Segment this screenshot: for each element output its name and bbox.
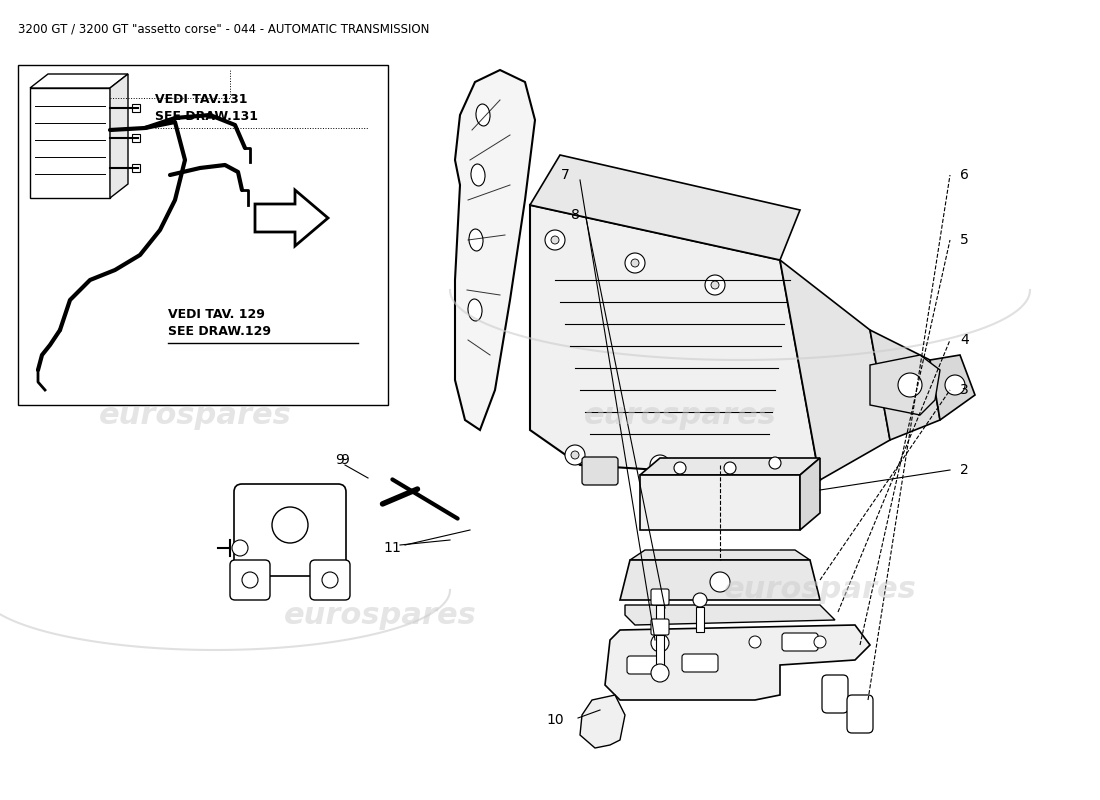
Circle shape bbox=[571, 451, 579, 459]
Polygon shape bbox=[255, 190, 328, 246]
Polygon shape bbox=[620, 560, 820, 600]
Polygon shape bbox=[780, 260, 890, 480]
Bar bbox=[18, 65, 388, 405]
Polygon shape bbox=[870, 330, 940, 440]
FancyBboxPatch shape bbox=[847, 695, 873, 733]
Text: 5: 5 bbox=[960, 233, 969, 247]
Circle shape bbox=[242, 572, 258, 588]
FancyBboxPatch shape bbox=[651, 619, 669, 635]
FancyBboxPatch shape bbox=[732, 467, 768, 495]
Circle shape bbox=[814, 636, 826, 648]
Text: 3200 GT / 3200 GT "assetto corse" - 044 - AUTOMATIC TRANSMISSION: 3200 GT / 3200 GT "assetto corse" - 044 … bbox=[18, 22, 429, 35]
Polygon shape bbox=[625, 605, 835, 625]
Ellipse shape bbox=[476, 104, 490, 126]
Polygon shape bbox=[640, 458, 820, 475]
Circle shape bbox=[656, 461, 664, 469]
Circle shape bbox=[232, 540, 248, 556]
Text: 6: 6 bbox=[960, 168, 969, 182]
Circle shape bbox=[650, 455, 670, 475]
Circle shape bbox=[945, 375, 965, 395]
FancyBboxPatch shape bbox=[230, 560, 270, 600]
Polygon shape bbox=[930, 355, 975, 420]
FancyBboxPatch shape bbox=[582, 457, 618, 485]
Circle shape bbox=[551, 236, 559, 244]
Circle shape bbox=[651, 634, 669, 652]
Text: VEDI TAV. 129: VEDI TAV. 129 bbox=[168, 308, 265, 321]
Bar bbox=[656, 635, 664, 670]
Bar bbox=[656, 605, 664, 640]
Circle shape bbox=[705, 275, 725, 295]
Ellipse shape bbox=[471, 164, 485, 186]
Text: eurospares: eurospares bbox=[584, 401, 777, 430]
Circle shape bbox=[272, 507, 308, 543]
Text: 1: 1 bbox=[392, 541, 400, 555]
Text: eurospares: eurospares bbox=[724, 575, 916, 605]
Text: 7: 7 bbox=[561, 168, 570, 182]
Text: 10: 10 bbox=[547, 713, 564, 727]
Text: 1: 1 bbox=[384, 541, 393, 555]
FancyBboxPatch shape bbox=[662, 464, 698, 492]
Text: 8: 8 bbox=[571, 208, 580, 222]
FancyBboxPatch shape bbox=[234, 484, 346, 576]
Circle shape bbox=[898, 373, 922, 397]
Circle shape bbox=[749, 636, 761, 648]
FancyBboxPatch shape bbox=[627, 656, 663, 674]
Text: 3: 3 bbox=[960, 383, 969, 397]
Circle shape bbox=[724, 462, 736, 474]
Text: SEE DRAW.131: SEE DRAW.131 bbox=[155, 110, 258, 123]
Circle shape bbox=[711, 281, 719, 289]
Text: 4: 4 bbox=[960, 333, 969, 347]
Polygon shape bbox=[530, 205, 820, 480]
Polygon shape bbox=[30, 74, 128, 88]
Circle shape bbox=[631, 259, 639, 267]
Bar bbox=[132, 164, 140, 172]
Circle shape bbox=[625, 253, 645, 273]
Circle shape bbox=[651, 664, 669, 682]
Bar bbox=[132, 104, 140, 112]
FancyBboxPatch shape bbox=[310, 560, 350, 600]
Circle shape bbox=[565, 445, 585, 465]
Bar bbox=[30, 88, 110, 198]
Polygon shape bbox=[640, 475, 800, 530]
Polygon shape bbox=[630, 550, 810, 560]
Bar bbox=[132, 134, 140, 142]
Polygon shape bbox=[455, 70, 535, 430]
Text: VEDI TAV.131: VEDI TAV.131 bbox=[155, 93, 248, 106]
Polygon shape bbox=[800, 458, 820, 530]
Text: 2: 2 bbox=[960, 463, 969, 477]
Text: 9: 9 bbox=[341, 453, 350, 467]
Circle shape bbox=[322, 572, 338, 588]
Text: 9: 9 bbox=[336, 453, 344, 467]
Circle shape bbox=[710, 572, 730, 592]
Ellipse shape bbox=[468, 299, 482, 321]
Polygon shape bbox=[580, 695, 625, 748]
Ellipse shape bbox=[469, 229, 483, 251]
FancyBboxPatch shape bbox=[651, 589, 669, 605]
Polygon shape bbox=[870, 355, 940, 415]
Text: eurospares: eurospares bbox=[284, 601, 476, 630]
Circle shape bbox=[693, 593, 707, 607]
Text: eurospares: eurospares bbox=[99, 401, 292, 430]
FancyBboxPatch shape bbox=[682, 654, 718, 672]
Polygon shape bbox=[605, 625, 870, 700]
Polygon shape bbox=[530, 155, 800, 260]
Circle shape bbox=[769, 457, 781, 469]
Polygon shape bbox=[110, 74, 128, 198]
Text: SEE DRAW.129: SEE DRAW.129 bbox=[168, 325, 271, 338]
FancyBboxPatch shape bbox=[822, 675, 848, 713]
Circle shape bbox=[544, 230, 565, 250]
FancyBboxPatch shape bbox=[782, 633, 818, 651]
Bar bbox=[696, 607, 704, 632]
Circle shape bbox=[674, 462, 686, 474]
